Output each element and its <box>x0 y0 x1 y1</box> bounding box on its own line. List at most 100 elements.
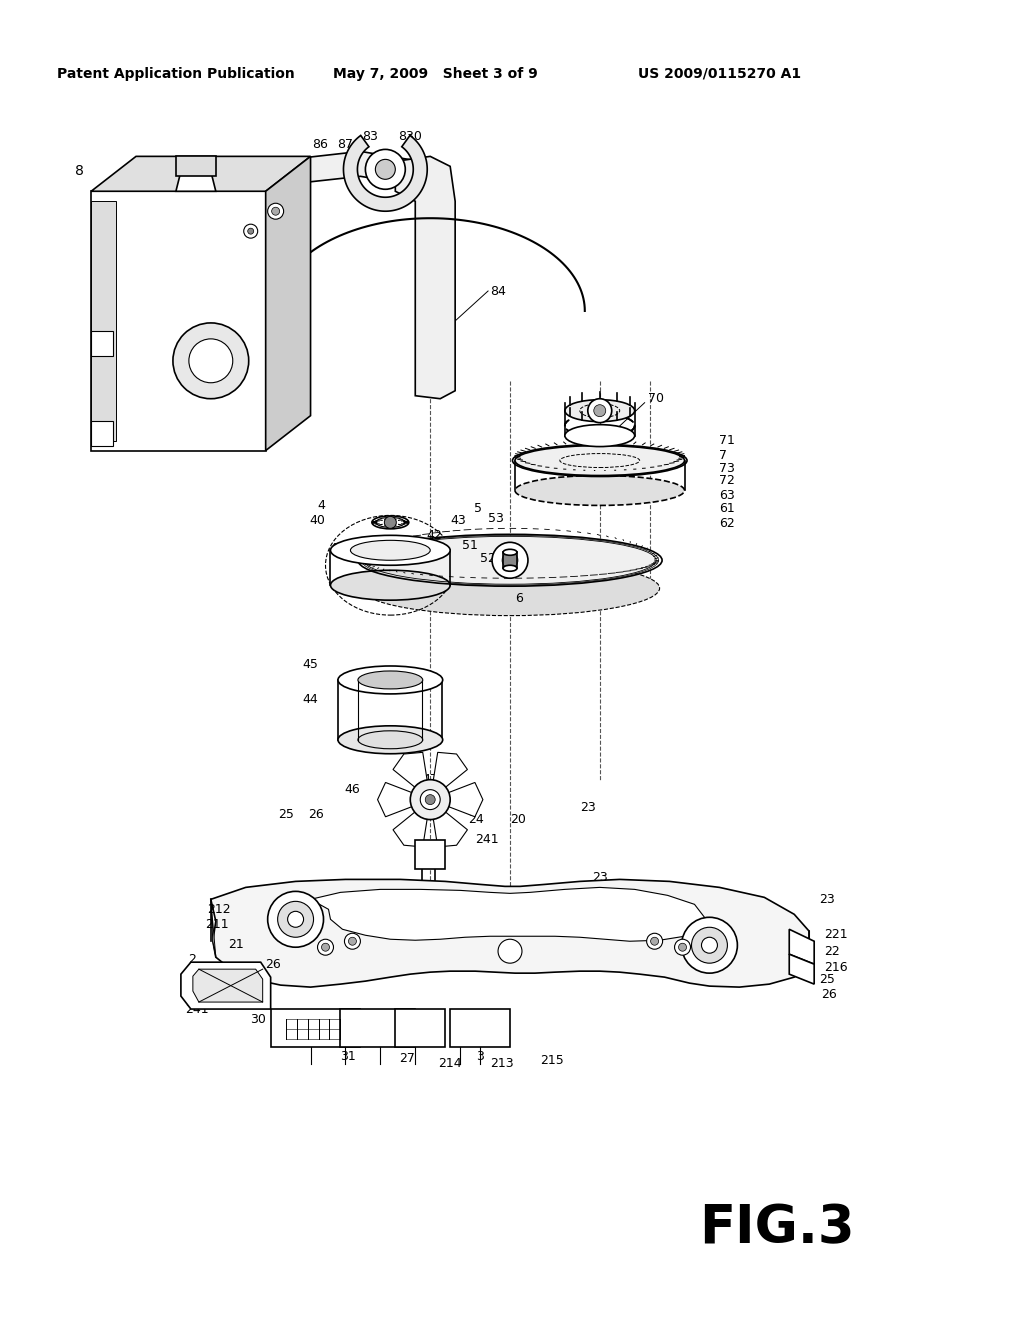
Text: 215: 215 <box>540 1055 564 1068</box>
Polygon shape <box>91 156 310 191</box>
Text: Patent Application Publication: Patent Application Publication <box>57 66 295 81</box>
Circle shape <box>278 902 313 937</box>
Circle shape <box>188 339 232 383</box>
Polygon shape <box>449 783 483 817</box>
Text: 47: 47 <box>422 774 438 787</box>
Polygon shape <box>433 752 467 787</box>
Text: 26: 26 <box>821 987 837 1001</box>
Text: 25: 25 <box>236 961 252 974</box>
Circle shape <box>248 228 254 234</box>
Text: 44: 44 <box>303 693 318 706</box>
Circle shape <box>384 516 396 528</box>
Text: 52: 52 <box>480 552 496 565</box>
Text: 810: 810 <box>186 424 210 437</box>
Text: 85: 85 <box>104 255 120 268</box>
Circle shape <box>701 937 718 953</box>
Polygon shape <box>433 812 467 847</box>
Text: 23: 23 <box>592 871 607 884</box>
Circle shape <box>493 543 528 578</box>
Text: 241: 241 <box>185 1003 209 1015</box>
Polygon shape <box>343 136 427 211</box>
Text: 820: 820 <box>188 154 213 168</box>
Polygon shape <box>211 879 809 987</box>
Text: 214: 214 <box>438 1057 462 1071</box>
Text: 20: 20 <box>510 813 526 826</box>
Polygon shape <box>201 152 420 193</box>
Circle shape <box>267 203 284 219</box>
Text: 70: 70 <box>647 392 664 405</box>
Text: 211: 211 <box>205 917 228 931</box>
Polygon shape <box>91 191 265 450</box>
Text: 40: 40 <box>309 513 326 527</box>
Text: 25: 25 <box>819 973 835 986</box>
Circle shape <box>502 552 518 568</box>
Text: 8: 8 <box>76 164 84 178</box>
Ellipse shape <box>360 561 659 615</box>
Text: 241: 241 <box>475 833 499 846</box>
Circle shape <box>411 780 451 820</box>
Polygon shape <box>416 840 445 870</box>
Ellipse shape <box>376 517 404 528</box>
Ellipse shape <box>361 536 658 585</box>
Text: 81: 81 <box>145 412 161 425</box>
Ellipse shape <box>515 475 684 506</box>
Ellipse shape <box>331 536 451 565</box>
Ellipse shape <box>503 565 517 572</box>
Text: 212: 212 <box>207 903 230 916</box>
Polygon shape <box>91 331 113 356</box>
Circle shape <box>348 937 356 945</box>
Circle shape <box>271 207 280 215</box>
Text: 82: 82 <box>193 170 209 182</box>
Polygon shape <box>395 1008 445 1047</box>
Ellipse shape <box>331 570 451 601</box>
Polygon shape <box>451 1008 510 1047</box>
Polygon shape <box>91 201 116 441</box>
Circle shape <box>244 224 258 238</box>
Polygon shape <box>340 1008 416 1047</box>
Polygon shape <box>310 887 705 941</box>
Text: 31: 31 <box>341 1051 356 1064</box>
Circle shape <box>675 940 690 956</box>
Text: US 2009/0115270 A1: US 2009/0115270 A1 <box>638 66 801 81</box>
Ellipse shape <box>338 667 442 694</box>
Polygon shape <box>181 962 270 1008</box>
Circle shape <box>420 789 440 809</box>
Text: 71: 71 <box>720 434 735 447</box>
Ellipse shape <box>565 400 635 421</box>
Text: May 7, 2009   Sheet 3 of 9: May 7, 2009 Sheet 3 of 9 <box>333 66 538 81</box>
Polygon shape <box>91 421 113 446</box>
Circle shape <box>366 149 406 189</box>
Circle shape <box>650 937 658 945</box>
Text: 62: 62 <box>720 517 735 529</box>
Polygon shape <box>176 156 216 177</box>
Circle shape <box>646 933 663 949</box>
Text: 221: 221 <box>824 928 848 941</box>
Polygon shape <box>378 783 412 817</box>
Text: 86: 86 <box>312 137 329 150</box>
Circle shape <box>322 944 330 952</box>
Text: 23: 23 <box>819 892 835 906</box>
Polygon shape <box>790 929 814 964</box>
Text: 5: 5 <box>474 502 482 515</box>
Text: 45: 45 <box>303 659 318 672</box>
Text: 2: 2 <box>188 953 196 966</box>
Ellipse shape <box>515 446 684 475</box>
Text: 61: 61 <box>720 502 735 515</box>
Text: 63: 63 <box>720 488 735 502</box>
Polygon shape <box>395 156 455 399</box>
Ellipse shape <box>350 540 430 560</box>
Circle shape <box>682 917 737 973</box>
Circle shape <box>588 399 611 422</box>
Text: 46: 46 <box>345 783 360 796</box>
Circle shape <box>425 795 435 805</box>
Text: 23: 23 <box>580 801 596 814</box>
Polygon shape <box>393 812 427 847</box>
Text: 83: 83 <box>362 129 378 143</box>
Polygon shape <box>211 899 216 957</box>
Text: 24: 24 <box>190 982 206 995</box>
Text: 3: 3 <box>476 1051 484 1064</box>
Text: 216: 216 <box>824 961 848 974</box>
Circle shape <box>173 323 249 399</box>
Polygon shape <box>193 969 263 1002</box>
Ellipse shape <box>338 726 442 754</box>
